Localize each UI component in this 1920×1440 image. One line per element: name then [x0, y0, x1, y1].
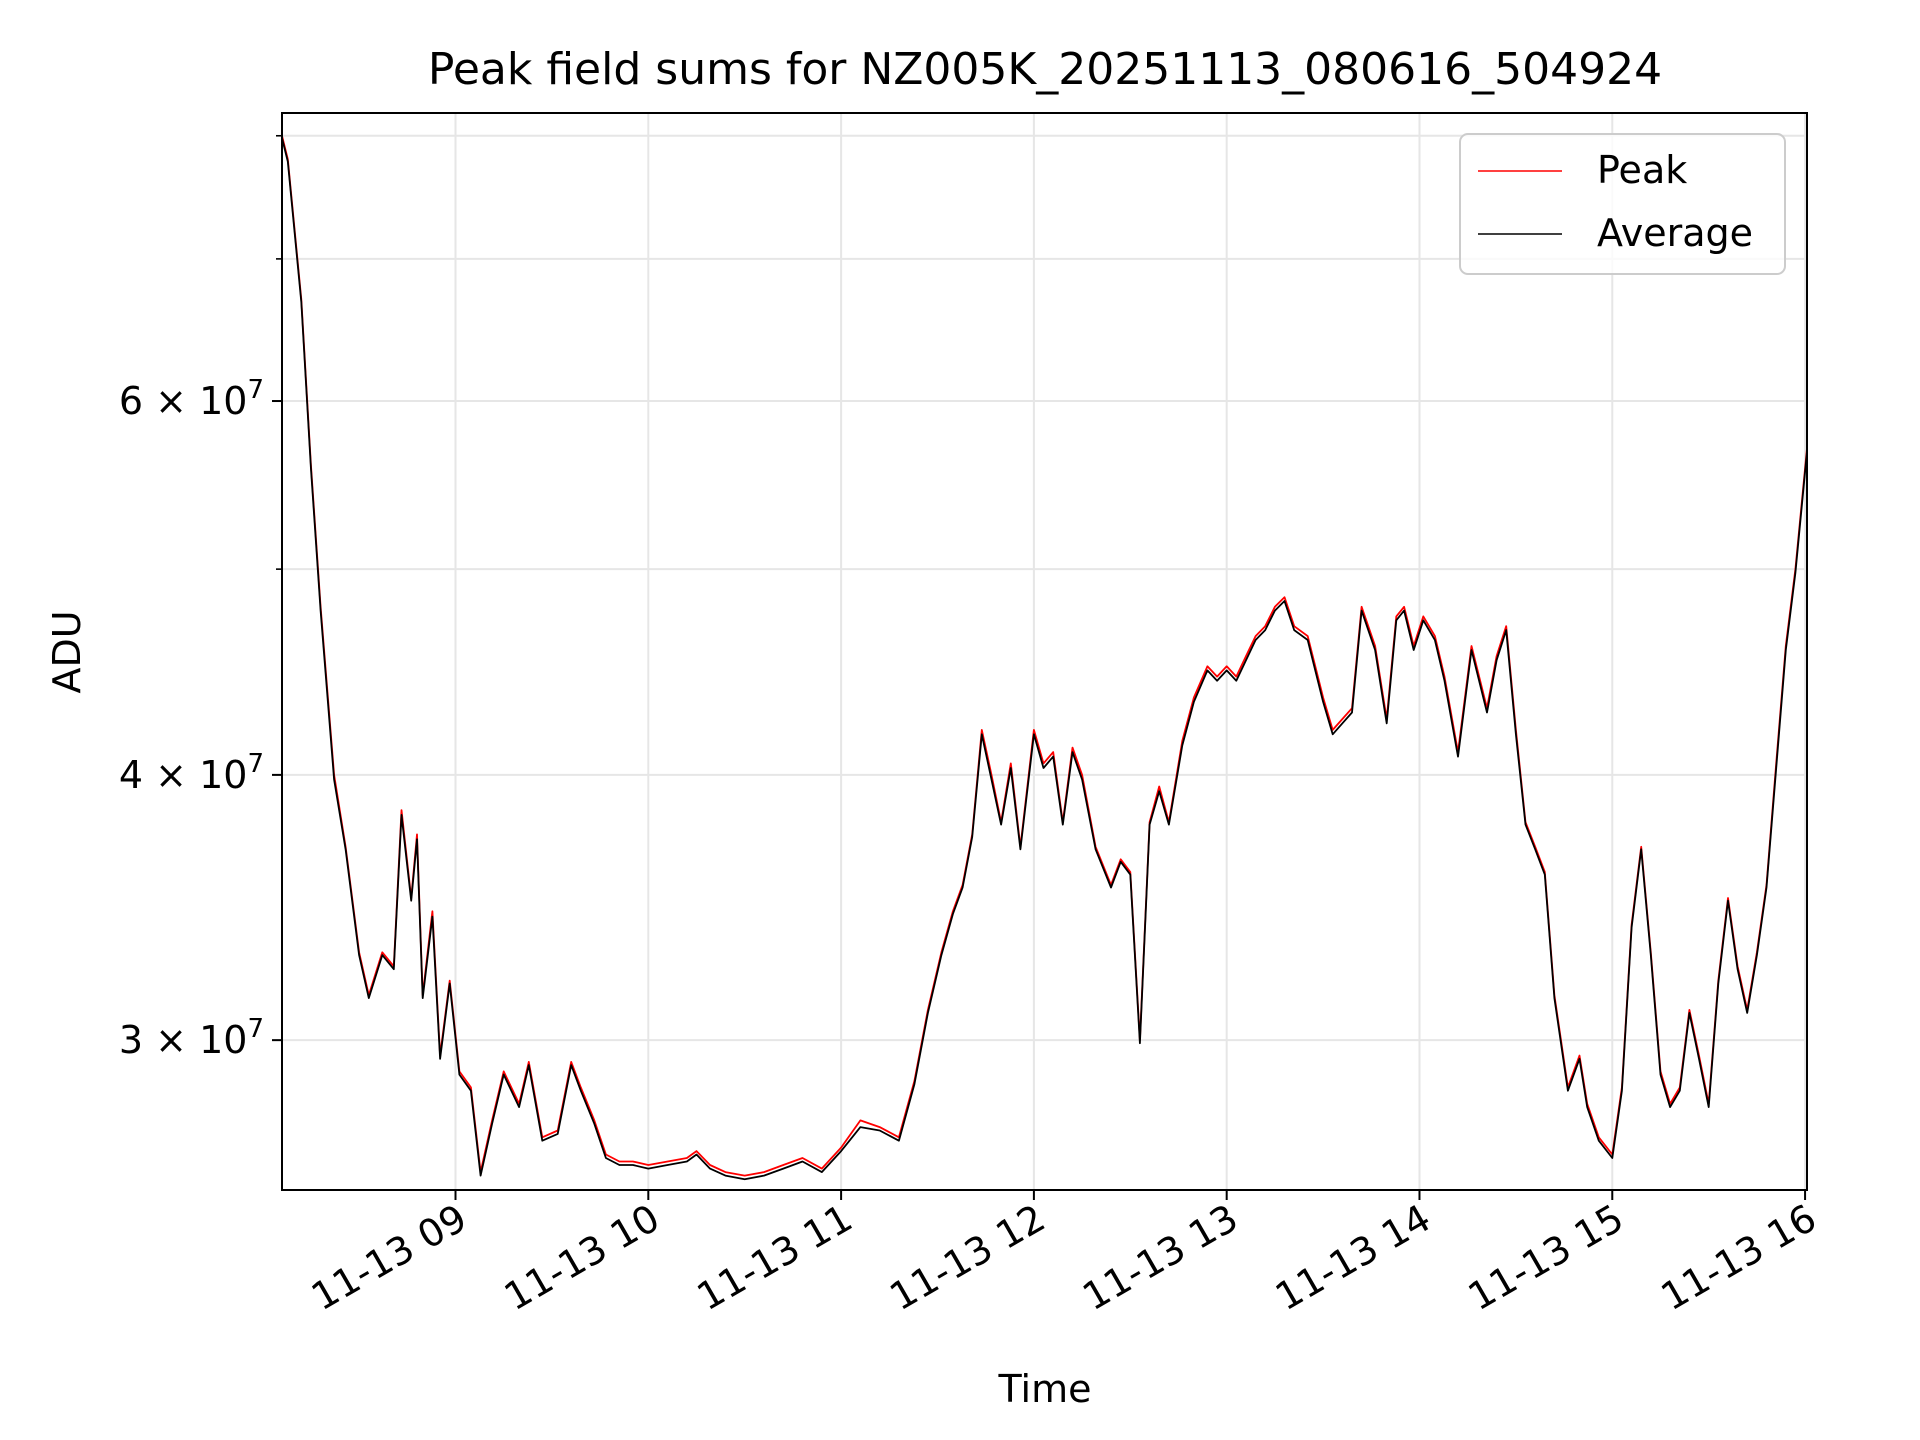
y-tick-label: 3 × 107 [119, 1014, 264, 1062]
chart-title: Peak field sums for NZ005K_20251113_0806… [428, 44, 1662, 95]
legend: Peak Average [1459, 133, 1786, 275]
x-axis-label: Time [998, 1367, 1092, 1411]
y-tick-label: 4 × 107 [119, 749, 264, 797]
legend-box [1459, 133, 1786, 275]
series-line-average [281, 137, 1808, 1181]
y-axis: 3 × 107 4 × 107 6 × 107 [119, 134, 282, 1062]
legend-label-peak: Peak [1597, 148, 1687, 192]
plot-frame [281, 112, 1808, 1191]
grid-lines [282, 113, 1807, 1190]
legend-label-average: Average [1597, 211, 1753, 255]
series-layer [281, 135, 1808, 1181]
y-tick-label: 6 × 107 [119, 375, 264, 423]
y-axis-label: ADU [45, 610, 89, 693]
